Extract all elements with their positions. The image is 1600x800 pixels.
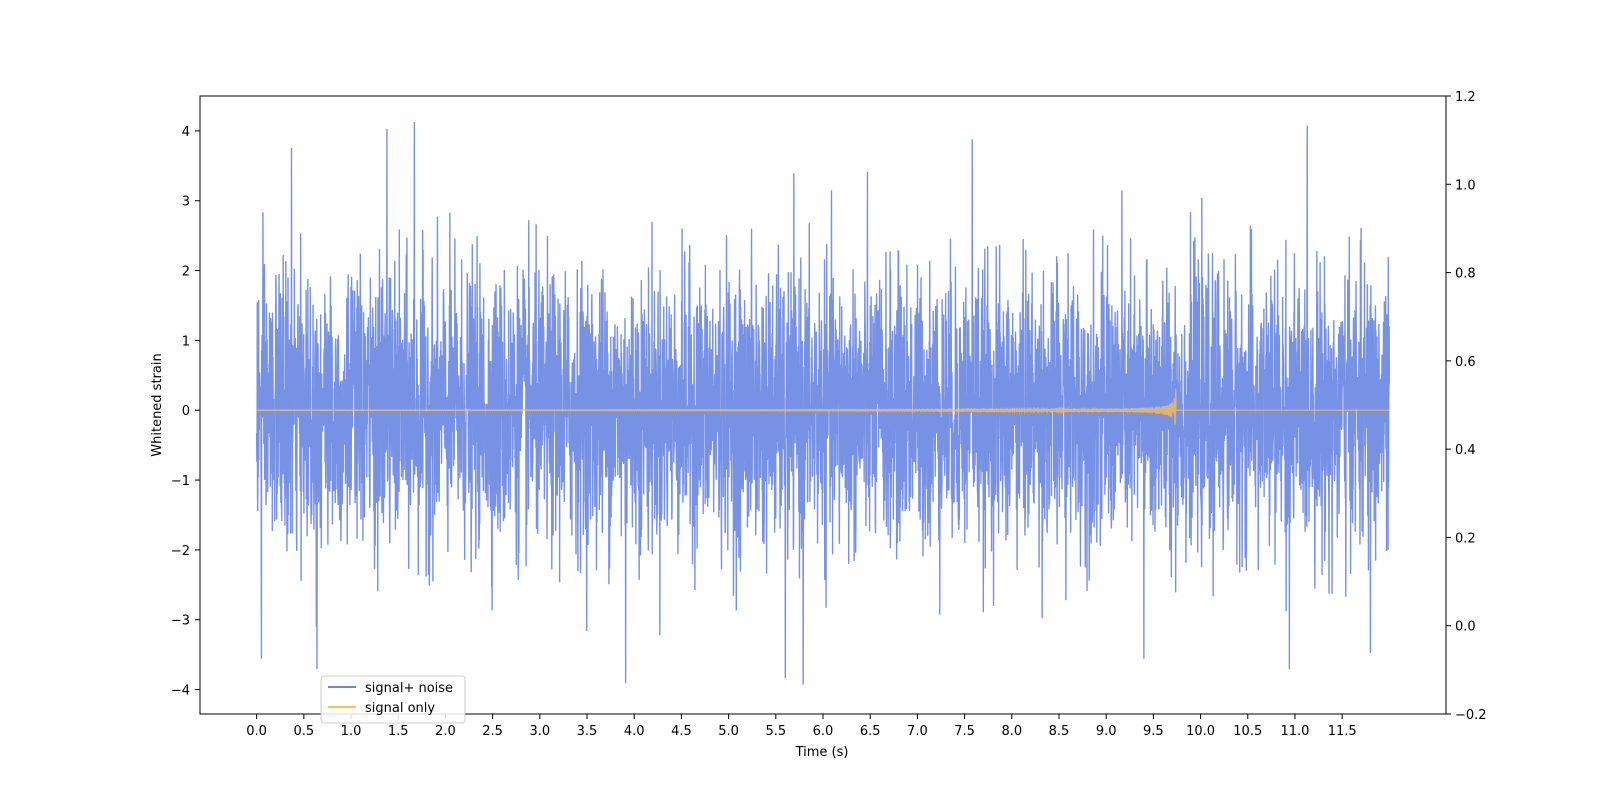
x-tick-label: 8.5 (1049, 724, 1070, 739)
series-signal-noise-line (255, 121, 1391, 685)
x-tick-label: 1.5 (388, 724, 409, 739)
y-axis-ticks: −4 −3 −2 −1 0 1 2 3 4 (171, 125, 200, 699)
legend-box (320, 675, 466, 724)
x-tick-label: 0.5 (293, 724, 314, 739)
x-tick-label: 6.0 (813, 724, 834, 739)
y-tick-label: 3 (182, 195, 190, 210)
y2-tick-label: 0.6 (1455, 355, 1476, 370)
x-tick-label: 2.5 (482, 724, 503, 739)
x-tick-label: 1.0 (341, 724, 362, 739)
x-tick-label: 11.5 (1328, 724, 1357, 739)
x-tick-label: 3.5 (577, 724, 598, 739)
legend-label-signal-only: signal only (365, 701, 435, 716)
y2-tick-label: −0.2 (1455, 708, 1487, 723)
y2-tick-label: 0.8 (1455, 267, 1476, 282)
x-axis-label: Time (s) (795, 745, 849, 760)
x-tick-label: 10.0 (1186, 724, 1215, 739)
y2-tick-label: 0.4 (1455, 443, 1476, 458)
y2-tick-label: 0.0 (1455, 620, 1476, 635)
x-tick-label: 5.5 (765, 724, 786, 739)
x-tick-label: 9.0 (1096, 724, 1117, 739)
y-tick-label: 2 (182, 265, 190, 280)
x-tick-label: 11.0 (1280, 724, 1309, 739)
x-tick-label: 6.5 (860, 724, 881, 739)
x-tick-label: 9.5 (1143, 724, 1164, 739)
x-tick-label: 3.0 (529, 724, 550, 739)
y2-tick-label: 1.2 (1455, 90, 1476, 105)
y-tick-label: −2 (171, 544, 190, 559)
y-tick-label: −4 (171, 684, 190, 699)
right-y-axis-ticks: −0.2 0.0 0.2 0.4 0.6 0.8 1.0 1.2 (1446, 90, 1487, 723)
x-tick-label: 7.0 (907, 724, 928, 739)
x-tick-label: 8.0 (1001, 724, 1022, 739)
x-tick-label: 2.0 (435, 724, 456, 739)
x-tick-label: 4.0 (624, 724, 645, 739)
y-axis-label: Whitened strain (150, 353, 165, 456)
y-tick-label: −3 (171, 614, 190, 629)
x-tick-label: 10.5 (1233, 724, 1262, 739)
legend: signal+ noise signal only (320, 675, 466, 724)
y-tick-label: −1 (171, 474, 190, 489)
x-axis-ticks: 0.0 0.5 1.0 1.5 2.0 2.5 3.0 3.5 4.0 4.5 5.0 5.5 6.0 6… (246, 714, 1357, 739)
y-tick-label: 0 (182, 404, 190, 419)
y-tick-label: 4 (182, 125, 190, 140)
y2-tick-label: 0.2 (1455, 531, 1476, 546)
y-tick-label: 1 (182, 334, 190, 349)
x-tick-label: 5.0 (718, 724, 739, 739)
series-signal-only-line (256, 388, 1390, 425)
x-tick-label: 7.5 (954, 724, 975, 739)
series-layer (255, 121, 1391, 685)
x-tick-label: 0.0 (246, 724, 267, 739)
x-tick-label: 4.5 (671, 724, 692, 739)
legend-label-signal-noise: signal+ noise (365, 681, 453, 696)
y2-tick-label: 1.0 (1455, 178, 1476, 193)
